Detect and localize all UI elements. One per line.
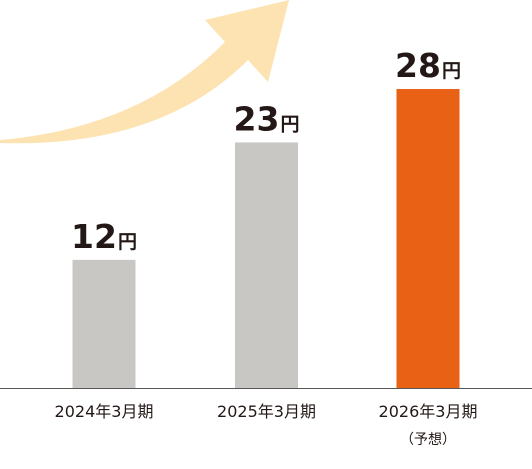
trend-arrow	[0, 0, 289, 144]
x-tick-label: 2025年3月期	[217, 402, 316, 421]
x-tick-labels: 2024年3月期 2025年3月期 2026年3月期 （予想）	[55, 402, 478, 448]
bar-value-label: 12円	[71, 217, 137, 256]
bar	[72, 259, 136, 388]
x-tick-label: 2026年3月期	[379, 402, 478, 421]
bar-value-label: 23円	[234, 99, 300, 138]
bar	[396, 89, 460, 388]
value-labels: 12円 23円 28円	[71, 46, 461, 256]
bars	[72, 89, 460, 388]
x-tick-label: 2024年3月期	[55, 402, 154, 421]
bar-value-label: 28円	[395, 46, 461, 85]
x-tick-note: （予想）	[400, 432, 456, 448]
bar	[235, 142, 298, 388]
